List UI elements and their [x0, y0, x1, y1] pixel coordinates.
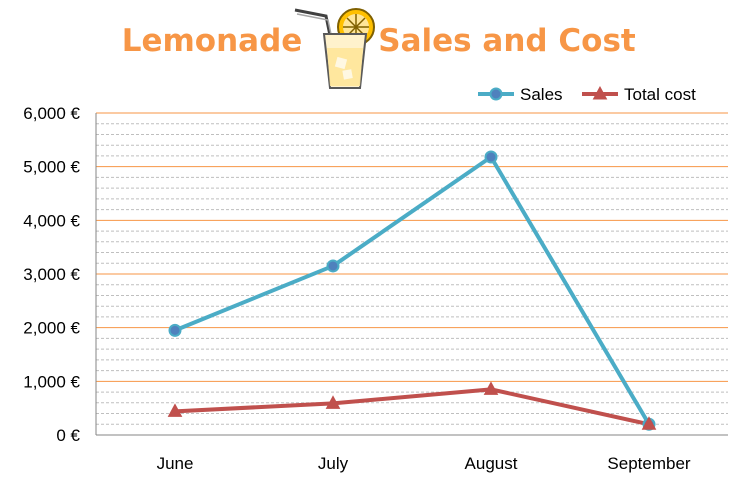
- data-point: [168, 323, 182, 337]
- chart-title-left: Lemonade: [122, 23, 303, 59]
- x-tick-label: June: [157, 454, 194, 473]
- series-line: [174, 155, 651, 426]
- legend-label: Total cost: [624, 85, 696, 104]
- x-tick-label: September: [607, 454, 690, 473]
- y-tick-label: 4,000 €: [23, 211, 80, 230]
- chart-title-right: Sales and Cost: [378, 23, 636, 59]
- y-tick-label: 1,000 €: [23, 372, 80, 391]
- data-point: [641, 416, 657, 430]
- data-point: [484, 150, 498, 164]
- plot-area: 0 € 1,000 € 2,000 € 3,000 € 4,000 € 5,000 € 6,…: [23, 104, 728, 473]
- data-point: [326, 259, 340, 273]
- data-point: [167, 403, 183, 417]
- data-point: [592, 85, 608, 100]
- lemonade-glass-icon: [294, 8, 375, 89]
- data-point: [489, 87, 503, 101]
- y-tick-label: 6,000 €: [23, 104, 80, 123]
- y-tick-label: 2,000 €: [23, 319, 80, 338]
- series-line: [174, 387, 650, 427]
- y-tick-label: 0 €: [56, 426, 80, 445]
- legend: Sales Total cost: [478, 85, 696, 104]
- data-point: [483, 381, 499, 395]
- y-tick-label: 5,000 €: [23, 158, 80, 177]
- y-tick-label: 3,000 €: [23, 265, 80, 284]
- data-point: [325, 395, 341, 409]
- x-tick-label: July: [318, 454, 349, 473]
- x-tick-label: August: [465, 454, 518, 473]
- legend-label: Sales: [520, 85, 563, 104]
